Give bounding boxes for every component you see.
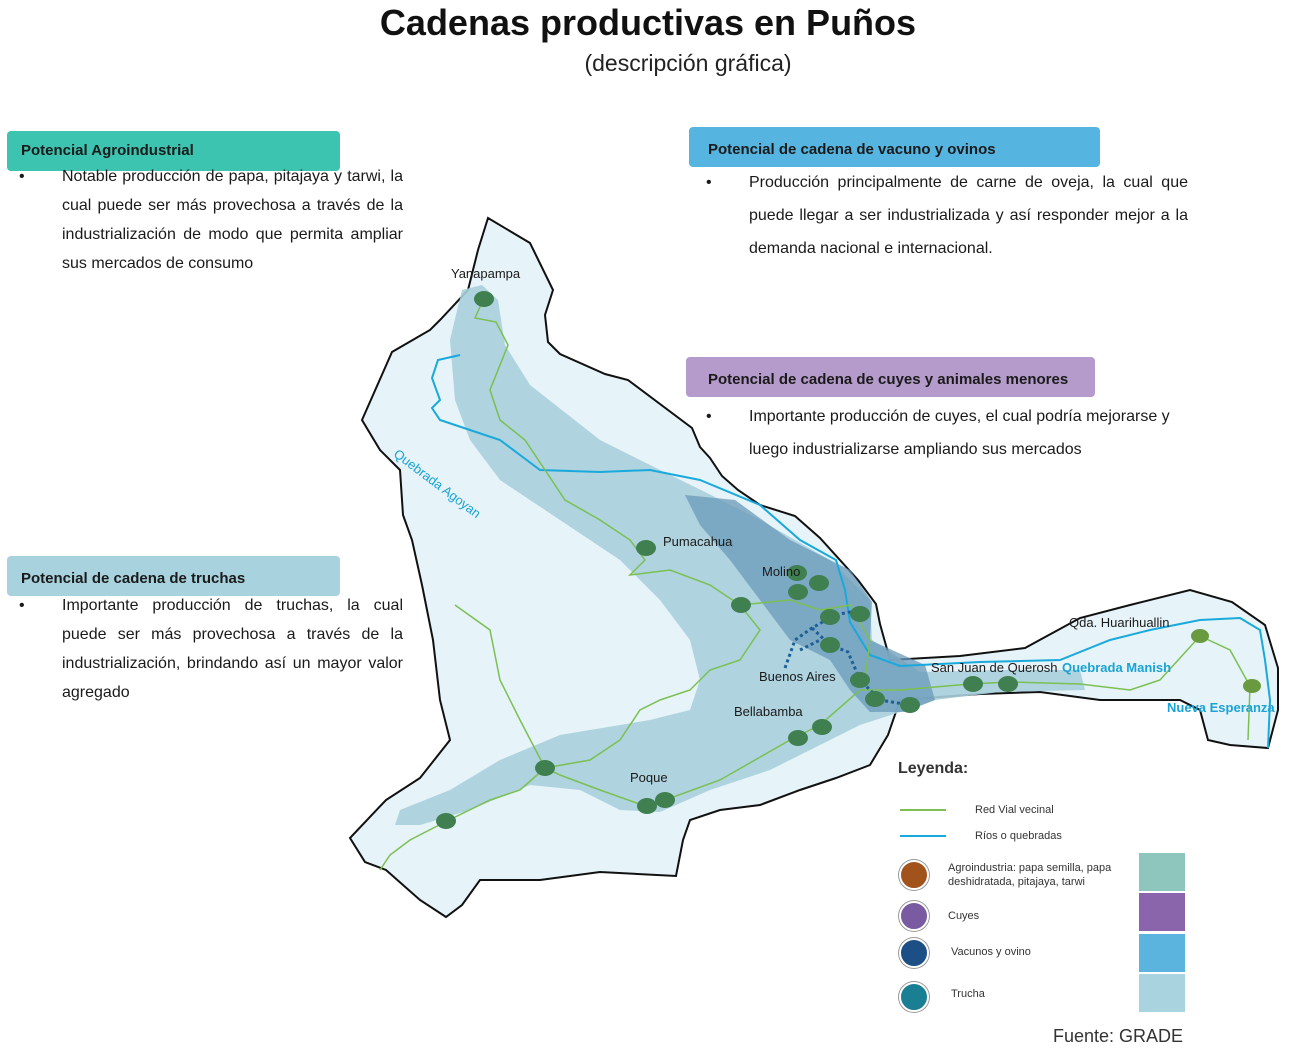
bullet: • <box>19 597 25 614</box>
legend-trucha-label: Trucha <box>951 988 985 1000</box>
page-subtitle: (descripción gráfica) <box>584 50 792 76</box>
legend-vacunos-swatch <box>1139 934 1185 972</box>
place-pumacahua: Pumacahua <box>663 534 733 549</box>
cuyes-panel-text: • Importante producción de cuyes, el cua… <box>706 400 1179 466</box>
node <box>788 584 808 600</box>
bullet: • <box>19 168 25 185</box>
node <box>436 813 456 829</box>
legend-cuyes-swatch <box>1139 893 1185 931</box>
road-east-branch <box>739 599 871 681</box>
node <box>1243 679 1261 693</box>
node <box>865 691 885 707</box>
legend-cuyes-label: Cuyes <box>948 910 980 922</box>
cuyes-panel-heading: Potencial de cadena de cuyes y animales … <box>686 357 1095 397</box>
legend-vacunos-label: Vacunos y ovino <box>951 946 1031 958</box>
place-yanapampa: Yanapampa <box>451 266 521 281</box>
node <box>998 676 1018 692</box>
vacuno-panel-heading: Potencial de cadena de vacuno y ovinos <box>689 127 1100 167</box>
node <box>655 792 675 808</box>
bullet: • <box>706 408 712 425</box>
truchas-panel-text: • Importante producción de truchas, la c… <box>19 591 403 707</box>
legend-road-label: Red Vial vecinal <box>975 804 1054 816</box>
node <box>809 575 829 591</box>
truchas-panel-text-content: Importante producción de truchas, la cua… <box>62 597 403 701</box>
node <box>850 672 870 688</box>
agroindustry-icon <box>899 860 929 890</box>
cattle-icon <box>899 938 929 968</box>
node <box>850 606 870 622</box>
agro-panel-text-content: Notable producción de papa, pitajaya y t… <box>62 168 403 272</box>
legend-river-line <box>900 835 946 837</box>
node <box>820 637 840 653</box>
agro-panel-heading: Potencial Agroindustrial <box>7 131 340 171</box>
place-bellabamba: Bellabamba <box>734 704 803 719</box>
legend-trucha-swatch <box>1139 974 1185 1012</box>
water-manish: Quebrada Manish <box>1062 660 1172 675</box>
agro-panel-text: • Notable producción de papa, pitajaya y… <box>19 162 403 278</box>
settlement-nodes <box>436 291 1261 829</box>
place-san-juan: San Juan de Querosh <box>931 660 1058 675</box>
legend-road-line <box>900 809 946 811</box>
bullet: • <box>706 174 712 191</box>
water-nueva-esperanza: Nueva Esperanza <box>1167 700 1275 715</box>
node <box>474 291 494 307</box>
guinea-pig-icon <box>899 901 929 931</box>
place-poque: Poque <box>630 770 668 785</box>
node <box>787 565 807 581</box>
place-huarihuallin: Qda. Huarihuallin <box>1069 615 1170 630</box>
node <box>900 697 920 713</box>
node <box>812 719 832 735</box>
place-buenos-aires: Buenos Aires <box>759 669 836 684</box>
page-title: Cadenas productivas en Puños <box>379 2 917 43</box>
place-molino: Molino <box>762 564 801 579</box>
legend-agro-swatch <box>1139 853 1185 891</box>
legend-river-label: Ríos o quebradas <box>975 830 1062 842</box>
vacuno-panel-text: • Producción principalmente de carne de … <box>706 166 1188 265</box>
node <box>636 540 656 556</box>
node <box>731 597 751 613</box>
trout-icon <box>899 982 929 1012</box>
node <box>788 730 808 746</box>
legend-title: Leyenda: <box>898 760 969 777</box>
vacuno-zone <box>685 495 935 712</box>
truchas-panel-heading: Potencial de cadena de truchas <box>7 556 340 596</box>
source-credit: Fuente: GRADE <box>1053 1026 1184 1046</box>
cuyes-panel-text-content: Importante producción de cuyes, el cual … <box>749 408 1170 458</box>
node <box>820 609 840 625</box>
node <box>535 760 555 776</box>
legend-agro-label: Agroindustria: papa semilla, papa deshid… <box>948 862 1112 888</box>
node <box>637 798 657 814</box>
vacuno-panel-text-content: Producción principalmente de carne de ov… <box>749 174 1188 257</box>
river-agoyan <box>430 354 1272 749</box>
node <box>1191 629 1209 643</box>
node <box>963 676 983 692</box>
